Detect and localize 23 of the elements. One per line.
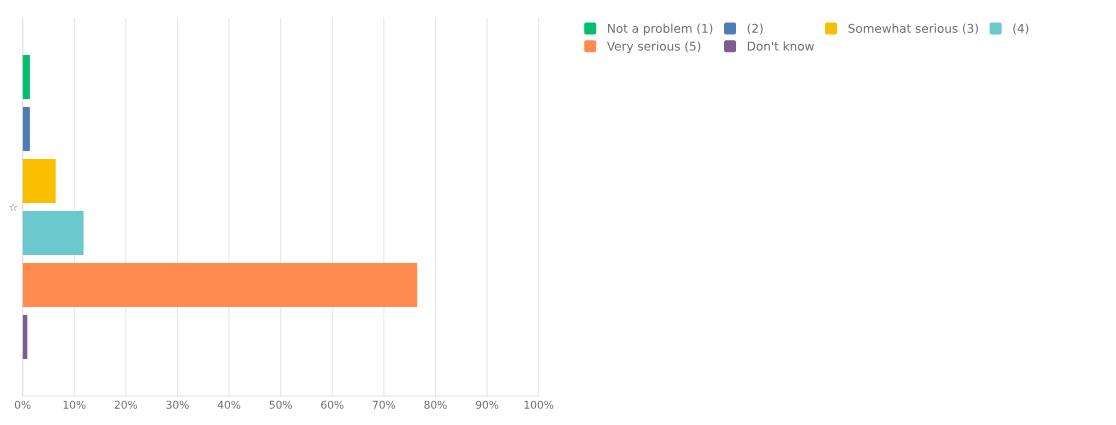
bar [22, 158, 56, 203]
x-tick-label: 10% [63, 400, 86, 409]
x-tick-label: 100% [524, 400, 554, 409]
x-tick-label: 50% [269, 400, 292, 409]
x-tick-label: 80% [424, 400, 447, 409]
x-tick-label: 20% [114, 400, 138, 409]
legend-label: (2) [747, 23, 763, 35]
legend-label: Somewhat serious (3) [848, 23, 978, 35]
bar [22, 210, 84, 255]
legend-label: Very serious (5) [606, 41, 701, 53]
bar [22, 106, 30, 151]
x-tick-label: 90% [475, 400, 499, 409]
legend-label: Don't know [747, 41, 814, 51]
bar [22, 54, 30, 99]
x-tick-label: 70% [372, 400, 396, 409]
x-tick-label: 40% [217, 400, 241, 409]
y-tick-label: ☆ [9, 202, 18, 211]
x-tick-label: 30% [166, 400, 189, 409]
x-tick-label: 0% [14, 400, 31, 409]
legend-label: Not a problem (1) [608, 23, 713, 36]
x-tick-label: 60% [321, 400, 344, 409]
bar [22, 262, 418, 307]
legend-label: (4) [1013, 23, 1029, 35]
